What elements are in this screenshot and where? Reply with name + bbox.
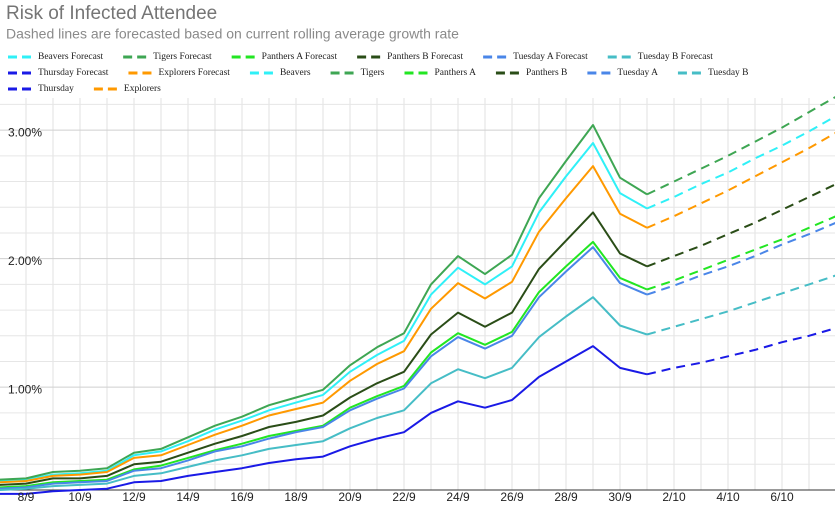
grid bbox=[0, 98, 835, 491]
series-line bbox=[0, 296, 648, 491]
series-line bbox=[0, 211, 648, 486]
x-tick-label: 8/9 bbox=[18, 490, 35, 504]
forecast-line bbox=[646, 132, 835, 229]
legend-label: Panthers B bbox=[526, 68, 567, 78]
forecast-line bbox=[646, 115, 835, 210]
forecast-line bbox=[646, 215, 835, 291]
legend-label: Beavers bbox=[280, 68, 311, 78]
series-line bbox=[0, 165, 648, 484]
plot-lines bbox=[0, 96, 835, 495]
legend-label: Panthers A bbox=[435, 68, 477, 78]
x-tick-label: 28/9 bbox=[554, 490, 578, 504]
legend-label: Explorers Forecast bbox=[158, 68, 230, 78]
legend-label: Tuesday B bbox=[708, 68, 749, 78]
legend-label: Tigers Forecast bbox=[153, 52, 212, 62]
series-line bbox=[0, 345, 648, 495]
x-tick-label: 22/9 bbox=[392, 490, 416, 504]
series-line bbox=[0, 124, 648, 481]
x-tick-label: 12/9 bbox=[122, 490, 146, 504]
x-tick-label: 14/9 bbox=[176, 490, 200, 504]
legend-label: Thursday Forecast bbox=[38, 68, 109, 78]
forecast-line bbox=[646, 274, 835, 336]
axis: 1.00% 2.00% 3.00% 8/9 10/9 12/9 14/9 16/9 18/9 20… bbox=[8, 125, 794, 504]
chart-subtitle: Dashed lines are forecasted based on cur… bbox=[6, 26, 459, 42]
x-tick-label: 26/9 bbox=[500, 490, 524, 504]
legend-label: Thursday bbox=[38, 84, 74, 94]
forecast-line bbox=[646, 327, 835, 376]
series-line bbox=[0, 142, 648, 482]
x-tick-label: 4/10 bbox=[716, 490, 740, 504]
forecast-line bbox=[646, 183, 835, 268]
series-line bbox=[0, 240, 648, 489]
legend: Beavers Forecast Tigers Forecast Panthers … bbox=[8, 52, 749, 94]
y-tick-label: 1.00% bbox=[8, 382, 42, 396]
legend-label: Explorers bbox=[124, 84, 161, 94]
legend-label: Tigers bbox=[361, 68, 385, 78]
x-tick-label: 6/10 bbox=[770, 490, 794, 504]
x-tick-label: 10/9 bbox=[68, 490, 92, 504]
x-tick-label: 16/9 bbox=[230, 490, 254, 504]
legend-label: Tuesday A Forecast bbox=[513, 52, 588, 62]
legend-label: Panthers A Forecast bbox=[262, 52, 338, 62]
legend-label: Beavers Forecast bbox=[38, 52, 104, 62]
y-tick-label: 3.00% bbox=[8, 125, 42, 139]
legend-label: Tuesday A bbox=[617, 68, 658, 78]
x-tick-label: 18/9 bbox=[284, 490, 308, 504]
chart-title: Risk of Infected Attendee bbox=[6, 3, 217, 24]
x-tick-label: 2/10 bbox=[662, 490, 686, 504]
series-line bbox=[0, 246, 648, 490]
legend-label: Panthers B Forecast bbox=[387, 52, 463, 62]
x-tick-label: 20/9 bbox=[338, 490, 362, 504]
x-tick-label: 24/9 bbox=[446, 490, 470, 504]
y-tick-label: 2.00% bbox=[8, 254, 42, 268]
x-tick-label: 30/9 bbox=[608, 490, 632, 504]
forecast-line bbox=[646, 222, 835, 296]
forecast-line bbox=[646, 96, 835, 196]
legend-label: Tuesday B Forecast bbox=[638, 52, 713, 62]
